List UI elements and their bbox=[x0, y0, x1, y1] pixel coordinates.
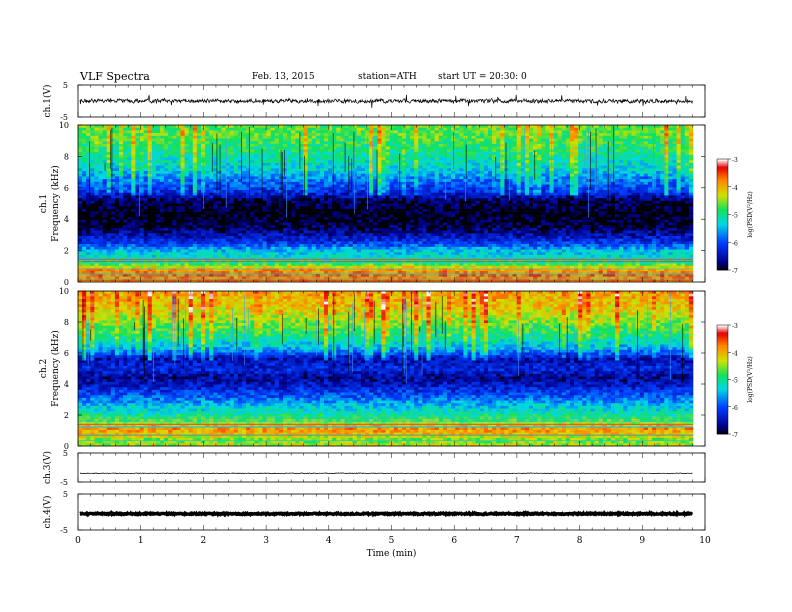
y-tick-label: 10 bbox=[59, 121, 69, 130]
waveform-line-3 bbox=[79, 472, 693, 475]
date-label: Feb. 13, 2015 bbox=[252, 72, 315, 82]
y-axis-label: ch.3(V) bbox=[42, 451, 53, 484]
x-tick-label: 2 bbox=[201, 536, 207, 546]
waveform-line-0 bbox=[79, 94, 693, 108]
y-tick-label: 10 bbox=[59, 287, 69, 296]
colorbar-label: log(PSD(V²/Hz) bbox=[747, 191, 754, 238]
y-axis-label: ch.1(V) bbox=[42, 85, 53, 118]
y-tick-label: 5 bbox=[63, 81, 68, 90]
y-tick-label: 6 bbox=[64, 349, 69, 358]
x-tick-label: 3 bbox=[263, 536, 269, 546]
y-tick-label: 5 bbox=[63, 449, 68, 458]
y-tick-label: 5 bbox=[63, 490, 68, 499]
x-axis-label: Time (min) bbox=[367, 548, 417, 559]
y-axis-label-channel: ch.2 bbox=[39, 359, 49, 378]
colorbar-tick-label: -3 bbox=[732, 323, 738, 330]
x-tick-label: 8 bbox=[577, 536, 583, 546]
y-axis-label-frequency: Frequency (kHz) bbox=[50, 165, 61, 242]
colorbar-tick-label: -5 bbox=[732, 378, 738, 385]
colorbar-tick-label: -7 bbox=[732, 432, 738, 439]
chart-title: VLF Spectra bbox=[80, 70, 150, 83]
y-tick-label: 6 bbox=[64, 184, 69, 193]
x-tick-label: 6 bbox=[451, 536, 457, 546]
colorbar-tick-label: -6 bbox=[732, 240, 738, 247]
colorbar-1 bbox=[717, 159, 728, 271]
x-tick-label: 5 bbox=[389, 536, 395, 546]
spectrogram-cells-1 bbox=[78, 125, 694, 283]
station-label: station=ATH bbox=[358, 72, 417, 82]
y-tick-label: 4 bbox=[64, 380, 69, 389]
y-tick-label: 4 bbox=[64, 215, 69, 224]
y-axis-label-frequency: Frequency (kHz) bbox=[50, 330, 61, 407]
y-tick-label: 8 bbox=[64, 318, 69, 327]
y-tick-label: 0 bbox=[64, 442, 69, 451]
start-time-label: start UT = 20:30: 0 bbox=[438, 72, 527, 82]
y-tick-label: -5 bbox=[60, 113, 68, 122]
x-tick-label: 1 bbox=[138, 536, 144, 546]
y-axis-label-channel: ch.1 bbox=[39, 194, 49, 213]
y-tick-label: 8 bbox=[64, 152, 69, 161]
colorbar-tick-label: -4 bbox=[732, 350, 738, 357]
y-axis-label: ch.4(V) bbox=[42, 496, 53, 529]
colorbar-tick-label: -7 bbox=[732, 268, 738, 275]
y-tick-label: 2 bbox=[64, 411, 69, 420]
y-tick-label: -5 bbox=[60, 526, 68, 535]
waveform-line-4 bbox=[79, 509, 694, 518]
x-tick-label: 10 bbox=[699, 536, 711, 546]
y-tick-label: -5 bbox=[60, 478, 68, 487]
x-tick-label: 9 bbox=[639, 536, 645, 546]
colorbar-tick-label: -3 bbox=[732, 157, 738, 164]
y-tick-label: 0 bbox=[64, 278, 69, 287]
colorbar-tick-label: -6 bbox=[732, 405, 738, 412]
x-tick-label: 4 bbox=[326, 536, 332, 546]
x-tick-label: 0 bbox=[75, 536, 81, 546]
y-tick-label: 2 bbox=[64, 247, 69, 256]
colorbar-tick-label: -4 bbox=[732, 185, 738, 192]
spectrogram-cells-2 bbox=[78, 291, 694, 447]
colorbar-tick-label: -5 bbox=[732, 213, 738, 220]
colorbar-2 bbox=[717, 325, 728, 435]
colorbar-label: log(PSD(V²/Hz) bbox=[747, 356, 754, 403]
x-tick-label: 7 bbox=[514, 536, 520, 546]
